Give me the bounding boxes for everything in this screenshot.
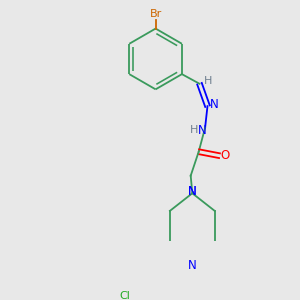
Text: Cl: Cl	[119, 291, 130, 300]
Text: N: N	[188, 259, 197, 272]
Text: N: N	[188, 185, 197, 198]
Text: H: H	[204, 76, 212, 86]
Text: N: N	[198, 124, 207, 136]
Text: O: O	[220, 149, 230, 162]
Text: N: N	[209, 98, 218, 111]
Text: N: N	[188, 185, 197, 198]
Text: H: H	[190, 125, 198, 135]
Text: Br: Br	[149, 9, 162, 19]
